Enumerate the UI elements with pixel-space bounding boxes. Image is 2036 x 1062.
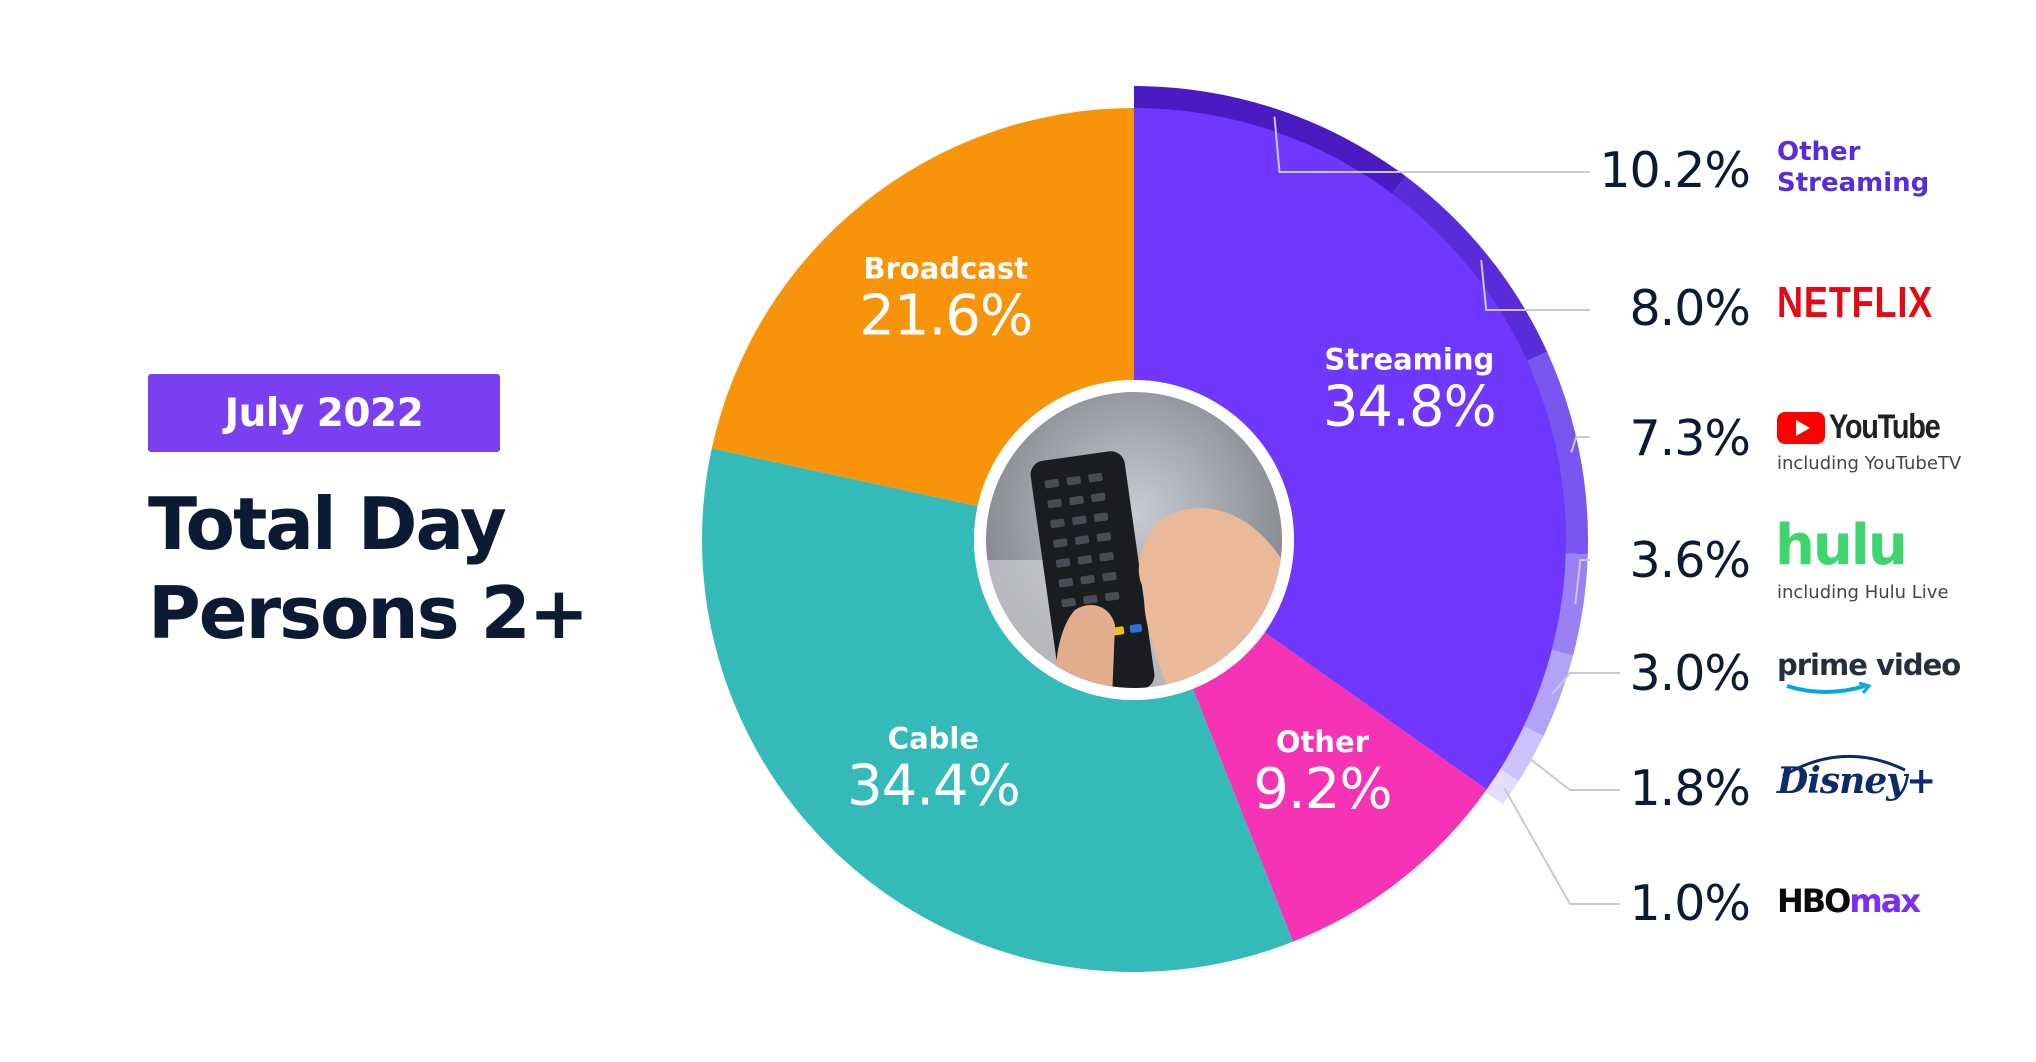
page-title: Total Day Persons 2+	[148, 480, 589, 658]
youtube-logo: YouTube	[1777, 408, 1959, 447]
date-badge: July 2022	[148, 374, 500, 452]
slice-streaming	[1134, 108, 1566, 790]
pct-netflix: 8.0%	[1629, 280, 1752, 337]
amazon-smile-icon	[1786, 682, 1872, 694]
pct-youtube: 7.3%	[1629, 410, 1752, 467]
slice-value-broadcast: 21.6%	[859, 283, 1032, 348]
title-line-1: Total Day	[148, 482, 507, 566]
disney-arc-icon	[1782, 754, 1906, 778]
leader-line-youtube	[1570, 436, 1590, 453]
slice-label-broadcast: Broadcast	[863, 251, 1028, 285]
pct-hbo-max: 1.0%	[1629, 875, 1752, 932]
hbo-max-logo: HBOmax	[1777, 882, 1921, 920]
netflix-logo: NETFLIX	[1777, 278, 1934, 327]
pct-hulu: 3.6%	[1629, 532, 1752, 589]
remote-control-photo	[974, 380, 1294, 700]
leader-line-prime-video	[1551, 672, 1620, 695]
ring-segment-prime-video	[1520, 649, 1574, 736]
youtube-play-icon	[1777, 411, 1825, 444]
title-line-2: Persons 2+	[148, 571, 589, 655]
pct-other-streaming: 10.2%	[1599, 142, 1751, 199]
pct-disney-plus: 1.8%	[1629, 760, 1752, 817]
leader-line-hbo-max	[1503, 787, 1620, 905]
disney-plus-logo: Disney+	[1777, 754, 1936, 802]
ring-segment-disney	[1496, 724, 1544, 781]
hulu-sublabel: including Hulu Live	[1777, 582, 1949, 603]
slice-cable	[701, 448, 1294, 973]
legend-other-streaming: Other Streaming	[1777, 137, 1930, 198]
hulu-logo: hulu	[1775, 513, 1908, 578]
youtube-sublabel: including YouTubeTV	[1777, 453, 1962, 474]
slice-broadcast	[711, 108, 1134, 507]
slice-other	[1192, 632, 1487, 942]
slice-label-other: Other	[1276, 725, 1370, 759]
leader-line-other-streaming	[1273, 116, 1590, 173]
slice-value-other: 9.2%	[1253, 757, 1391, 822]
leader-line-disney	[1524, 754, 1620, 791]
leader-line-hulu	[1574, 559, 1590, 605]
pct-prime-video: 3.0%	[1629, 645, 1752, 702]
slice-label-streaming: Streaming	[1324, 343, 1494, 377]
slice-label-cable: Cable	[888, 721, 979, 755]
slice-value-cable: 34.4%	[847, 753, 1020, 818]
slice-value-streaming: 34.8%	[1323, 375, 1496, 440]
leader-line-netflix	[1480, 259, 1590, 311]
prime-video-logo: prime video	[1777, 648, 1961, 694]
